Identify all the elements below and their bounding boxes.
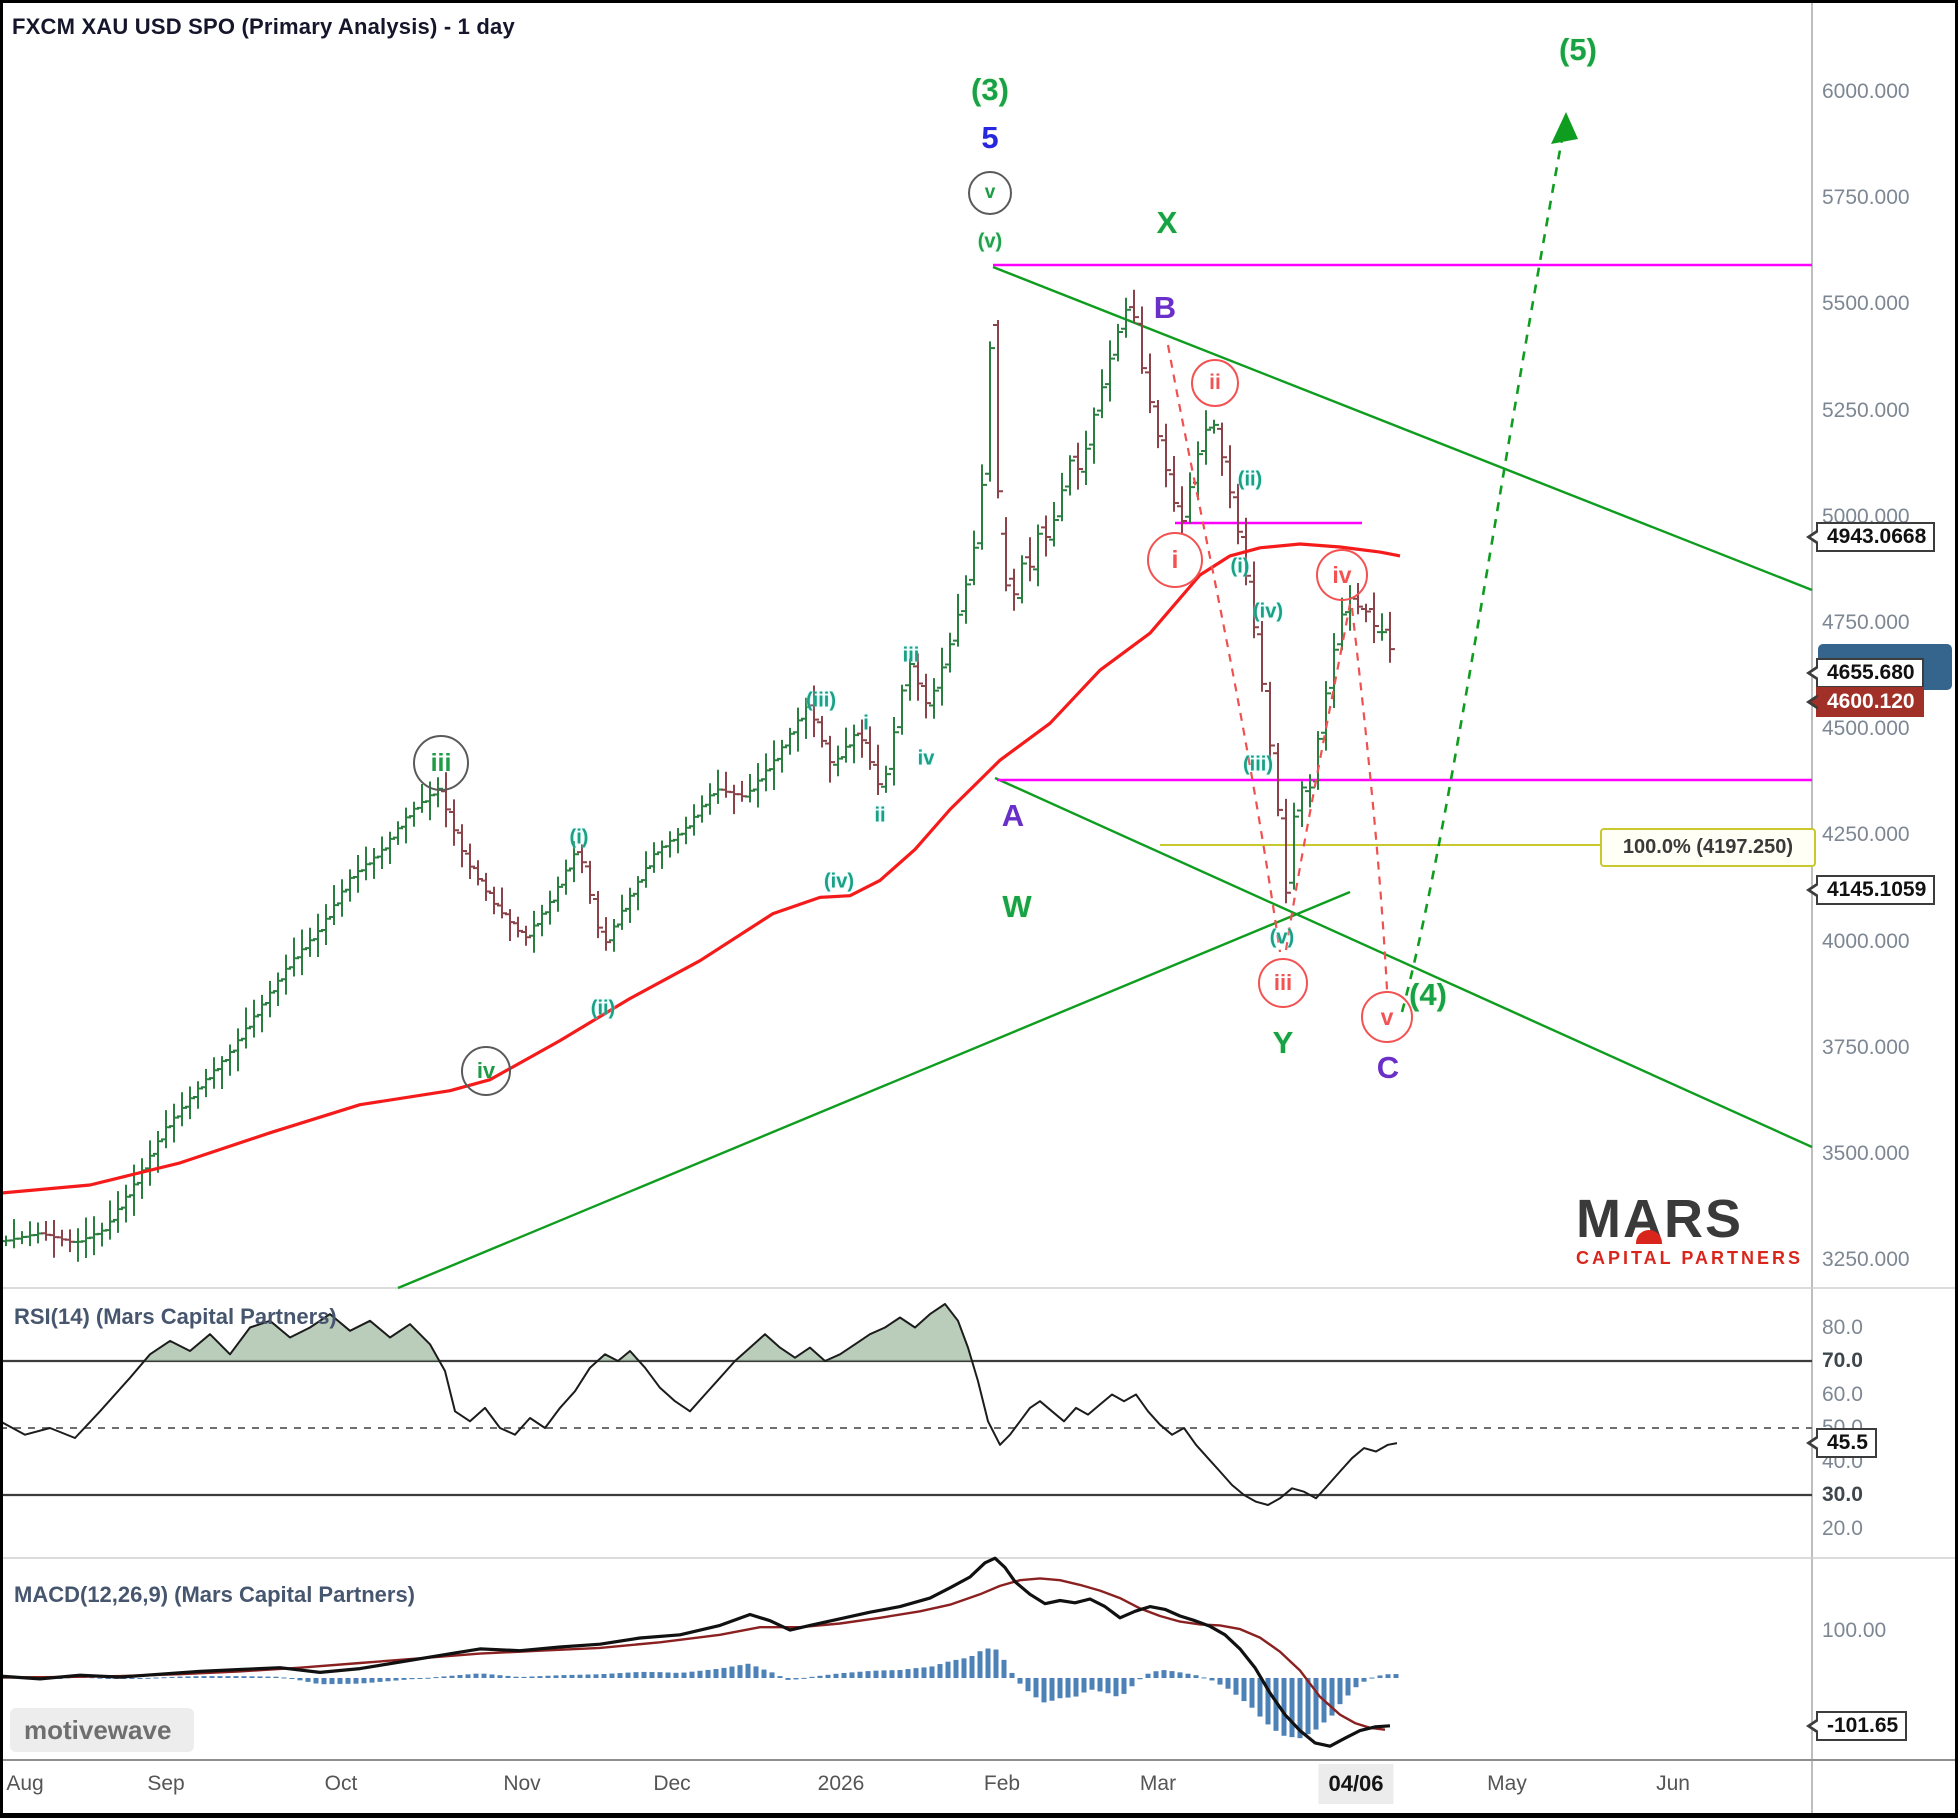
wave-label-circled[interactable]: iv bbox=[461, 1046, 511, 1096]
rsi-axis-tick: 20.0 bbox=[1822, 1516, 1863, 1540]
mars-capital-logo: MARS CAPITAL PARTNERS bbox=[1576, 1192, 1803, 1269]
price-axis-tick: 3500.000 bbox=[1822, 1142, 1910, 1165]
wave-label-circled[interactable]: ii bbox=[1191, 359, 1239, 407]
wave-label[interactable]: (iii) bbox=[806, 689, 836, 712]
border-top bbox=[0, 0, 1958, 3]
time-axis-label: Feb bbox=[983, 1772, 1021, 1795]
rsi-axis-tick: 70.0 bbox=[1822, 1349, 1863, 1372]
trendline[interactable] bbox=[994, 776, 1813, 1149]
chart-title: FXCM XAU USD SPO (Primary Analysis) - 1 … bbox=[12, 14, 515, 39]
wave-label[interactable]: (iv) bbox=[824, 870, 854, 893]
wave-label[interactable]: iv bbox=[917, 747, 935, 770]
wave-label-circled[interactable]: i bbox=[1147, 532, 1203, 588]
price-axis-tick: 3750.000 bbox=[1822, 1035, 1910, 1059]
wave-label[interactable]: (iii) bbox=[1243, 753, 1273, 776]
time-axis-label: Aug bbox=[6, 1772, 44, 1795]
fib-level-label: 100.0% (4197.250) bbox=[1600, 828, 1816, 867]
price-axis-tick: 5250.000 bbox=[1822, 398, 1910, 422]
trendline[interactable] bbox=[397, 890, 1351, 1290]
price-axis-tick: 4500.000 bbox=[1822, 717, 1910, 741]
time-axis-label: Mar bbox=[1139, 1772, 1177, 1795]
rsi-value-marker: 45.5 bbox=[1816, 1428, 1877, 1459]
trendline[interactable] bbox=[992, 265, 1813, 592]
last-trade-price-marker: 4600.120 bbox=[1816, 687, 1924, 717]
macd-signal-line[interactable] bbox=[0, 1577, 1386, 1731]
watermark-text: motivewave bbox=[24, 1714, 172, 1745]
wave-label[interactable]: (ii) bbox=[590, 997, 616, 1020]
price-axis-tick: 5500.000 bbox=[1822, 292, 1910, 316]
wave-label[interactable]: A bbox=[1001, 798, 1025, 833]
motivewave-watermark: motivewave bbox=[10, 1708, 194, 1752]
rsi-label: RSI(14) (Mars Capital Partners) bbox=[14, 1304, 337, 1329]
price-level-marker: 4145.1059 bbox=[1816, 875, 1936, 905]
border-right bbox=[1955, 0, 1958, 1818]
border-left bbox=[0, 0, 3, 1818]
cursor-date-box: 04/06 bbox=[1318, 1764, 1394, 1804]
price-axis-tick: 5750.000 bbox=[1822, 186, 1910, 210]
wave-label[interactable]: (5) bbox=[1559, 32, 1597, 67]
wave-label[interactable]: C bbox=[1376, 1050, 1400, 1085]
wave-label[interactable]: iii bbox=[902, 644, 920, 667]
price-axis-tick: 3250.000 bbox=[1822, 1248, 1910, 1272]
price-axis-tick: 4250.000 bbox=[1822, 823, 1910, 847]
wave-label[interactable]: 5 bbox=[981, 120, 999, 155]
wave-label[interactable]: Y bbox=[1272, 1025, 1294, 1060]
wave-label[interactable]: (4) bbox=[1409, 977, 1447, 1012]
logo-red-dome-icon bbox=[1636, 1230, 1662, 1244]
macd-histogram bbox=[1, 1648, 1399, 1739]
price-bars[interactable] bbox=[1, 289, 1395, 1262]
wave-label[interactable]: X bbox=[1156, 205, 1178, 240]
wave-label[interactable]: (3) bbox=[971, 72, 1009, 107]
wave-label-circled[interactable]: v bbox=[968, 171, 1012, 215]
price-axis-tick: 4000.000 bbox=[1822, 929, 1910, 953]
green-projection-arrow[interactable] bbox=[1400, 127, 1566, 1013]
wave-label[interactable]: (v) bbox=[977, 230, 1003, 253]
wave-label[interactable]: i bbox=[863, 712, 869, 735]
wave-label-circled[interactable]: iii bbox=[1258, 958, 1308, 1008]
macd-label: MACD(12,26,9) (Mars Capital Partners) bbox=[14, 1582, 416, 1607]
red-projection-path[interactable] bbox=[1350, 607, 1389, 991]
rsi-overbought-fill bbox=[0, 1304, 1397, 1361]
price-level-marker: 4943.0668 bbox=[1816, 522, 1936, 552]
logo-wordmark: MARS bbox=[1576, 1189, 1743, 1249]
time-axis-label: Sep bbox=[147, 1772, 185, 1795]
moving-average-line[interactable] bbox=[0, 542, 1401, 1195]
time-axis-label: Nov bbox=[503, 1772, 541, 1795]
wave-label[interactable]: (ii) bbox=[1237, 468, 1263, 491]
macd-line[interactable] bbox=[0, 1556, 1391, 1748]
price-axis-tick: 6000.000 bbox=[1822, 80, 1910, 103]
border-bottom bbox=[0, 1813, 1958, 1818]
time-axis-label: Dec bbox=[653, 1772, 691, 1795]
red-projection-path[interactable] bbox=[1166, 344, 1282, 953]
wave-label[interactable]: (v) bbox=[1269, 926, 1295, 949]
arrowhead-icon bbox=[1551, 112, 1578, 144]
rsi-axis-tick: 30.0 bbox=[1822, 1483, 1863, 1506]
time-axis-label: 2026 bbox=[817, 1772, 865, 1795]
price-level-marker: 4655.680 bbox=[1816, 658, 1924, 688]
time-axis-label: Oct bbox=[324, 1772, 358, 1795]
time-axis-label: May bbox=[1487, 1772, 1527, 1795]
wave-label-circled[interactable]: iii bbox=[413, 735, 469, 791]
rsi-axis-tick: 80.0 bbox=[1822, 1315, 1863, 1339]
macd-value-marker: -101.65 bbox=[1816, 1710, 1908, 1741]
wave-label[interactable]: W bbox=[1002, 889, 1032, 924]
wave-label[interactable]: ii bbox=[874, 804, 886, 827]
wave-label-circled[interactable]: iv bbox=[1316, 549, 1368, 601]
wave-label-circled[interactable]: v bbox=[1361, 991, 1413, 1043]
rsi-line[interactable] bbox=[0, 1303, 1398, 1506]
time-axis-label: Jun bbox=[1656, 1772, 1690, 1795]
wave-label[interactable]: (i) bbox=[569, 826, 589, 849]
wave-label[interactable]: (iv) bbox=[1253, 600, 1283, 623]
macd-axis-tick: 100.00 bbox=[1822, 1619, 1887, 1642]
wave-label[interactable]: B bbox=[1153, 290, 1177, 325]
rsi-axis-tick: 60.0 bbox=[1822, 1382, 1863, 1406]
red-projection-path[interactable] bbox=[1284, 603, 1352, 951]
logo-subtitle: CAPITAL PARTNERS bbox=[1576, 1248, 1804, 1268]
price-axis-tick: 4750.000 bbox=[1822, 611, 1910, 634]
wave-label[interactable]: (i) bbox=[1230, 555, 1250, 578]
